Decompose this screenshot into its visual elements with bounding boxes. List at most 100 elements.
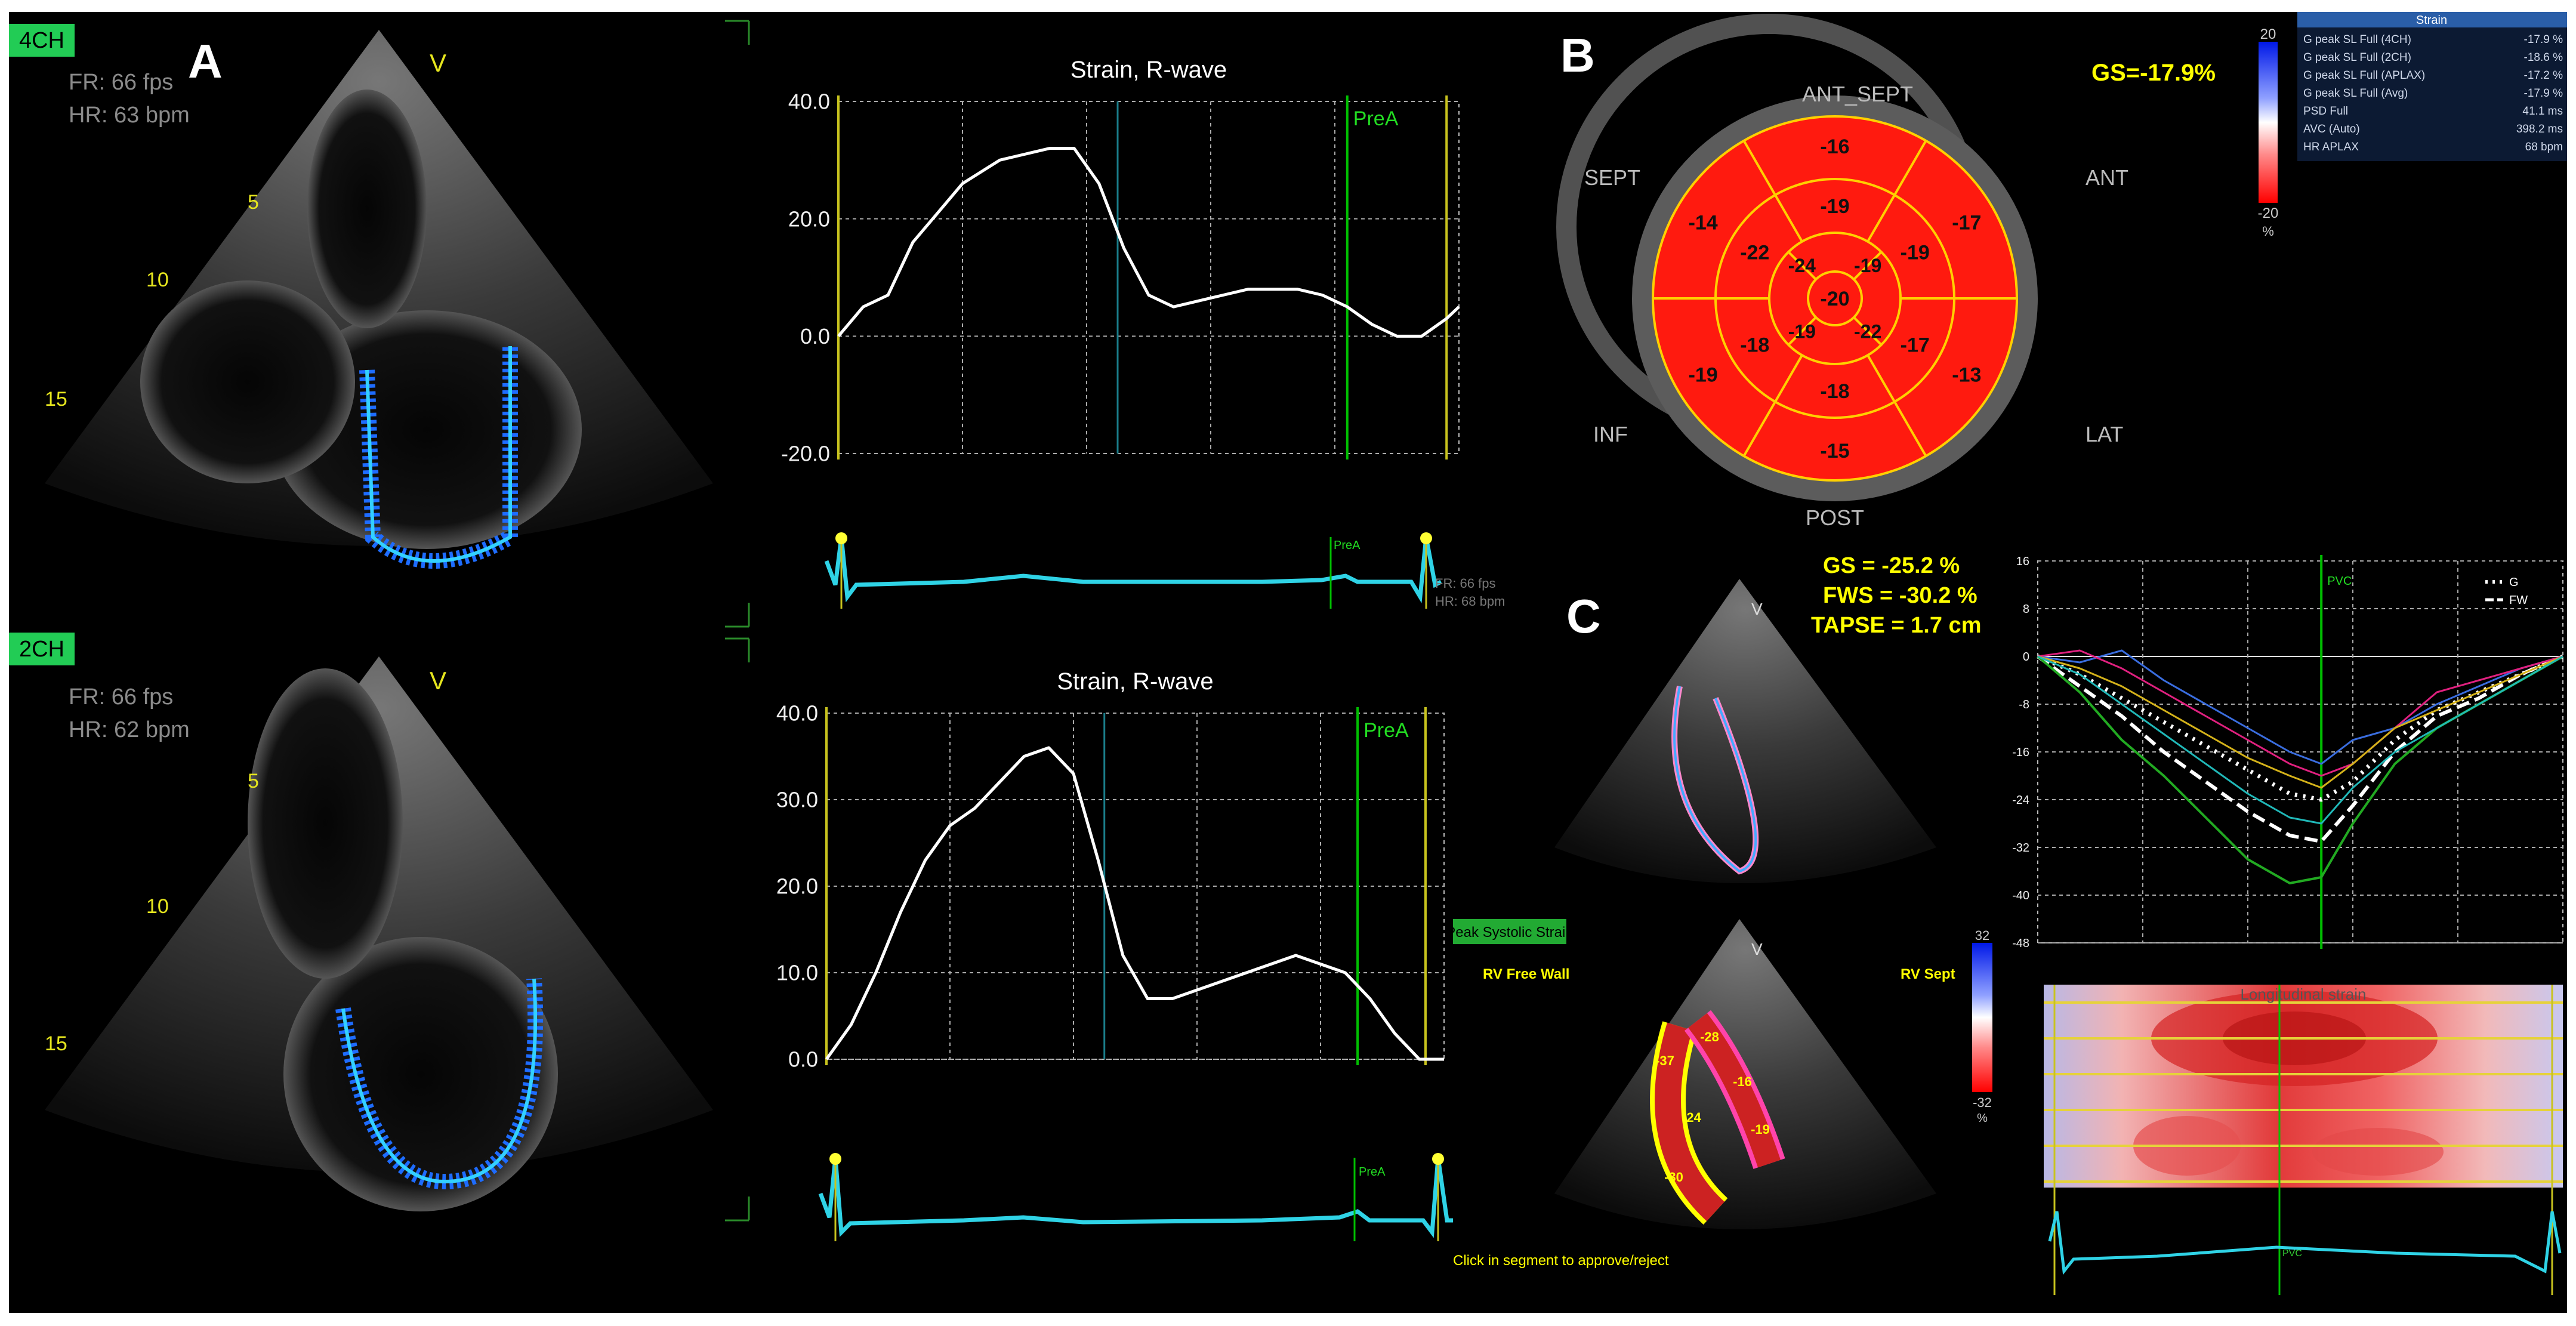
series-line-strain xyxy=(837,147,1460,338)
view-tag-4ch[interactable] xyxy=(9,24,75,57)
y-tick-label: 0.0 xyxy=(788,1047,818,1072)
strain-row-label: AVC (Auto) xyxy=(2303,123,2360,135)
dir-post: POST xyxy=(1806,505,1864,530)
rv-marker-top: V xyxy=(1751,600,1763,618)
bullseye-outer-value[interactable]: -17 xyxy=(1952,211,1981,234)
series-line-seg-cyan xyxy=(2037,655,2563,825)
y-tick-label: 0 xyxy=(2023,650,2029,664)
strain-chart-top: 40.0 20.0 0.0 -20.0 Strain, R-wave PreA xyxy=(781,57,1460,466)
bullseye-inner-value[interactable]: -19 xyxy=(1854,255,1881,276)
longitudinal-strain-heatmap xyxy=(2044,985,2563,1295)
colorbar-b xyxy=(2259,42,2278,203)
series-line-FW xyxy=(2037,655,2564,843)
colorbar-b-unit: % xyxy=(2262,224,2274,239)
legend-g: G xyxy=(2509,576,2519,589)
fr-4ch: FR: 66 fps xyxy=(69,70,173,95)
rv-segment-value[interactable]: -37 xyxy=(1655,1053,1674,1068)
strain-row-value: -18.6 % xyxy=(2524,51,2563,64)
bullseye-mid-value[interactable]: -18 xyxy=(1740,334,1769,356)
y-tick-label: 8 xyxy=(2023,603,2029,616)
fr-2ch: FR: 66 fps xyxy=(69,684,173,710)
bullseye-mid-value[interactable]: -22 xyxy=(1740,241,1769,264)
bullseye-outer-value[interactable]: -15 xyxy=(1820,440,1849,462)
bullseye-outer-value[interactable]: -14 xyxy=(1689,211,1718,234)
y-tick-label: 20.0 xyxy=(788,206,830,231)
chart-title: Strain, R-wave xyxy=(1070,57,1227,83)
depth-10-4ch: 10 xyxy=(146,269,169,291)
bullseye-outer-value[interactable]: -19 xyxy=(1689,363,1718,386)
y-tick-label: -48 xyxy=(2012,937,2029,950)
y-tick-label: 0.0 xyxy=(800,324,830,349)
echo-strain-display: 4CH FR: 66 fps HR: 63 bpm A V 5 10 15 2C… xyxy=(9,12,2567,1313)
bullseye-mid-value[interactable]: -19 xyxy=(1820,195,1849,218)
bullseye-mid-value[interactable]: -19 xyxy=(1901,241,1930,264)
bullseye-inner-value[interactable]: -24 xyxy=(1788,255,1816,276)
marker-v-4ch: V xyxy=(430,49,446,77)
legend-fw: FW xyxy=(2509,594,2528,607)
dir-ant-sept: ANT_SEPT xyxy=(1802,82,1913,106)
rv-marker-bottom: V xyxy=(1751,940,1763,958)
panel-letter-a: A xyxy=(188,35,223,88)
mini-fr: FR: 66 fps xyxy=(1435,576,1495,591)
rv-segment-value[interactable]: -28 xyxy=(1700,1029,1719,1044)
bullseye-apex-value[interactable]: -20 xyxy=(1820,288,1849,310)
bullseye-inner-value[interactable]: -19 xyxy=(1788,320,1816,342)
mini-hr: HR: 68 bpm xyxy=(1435,594,1505,609)
colorbar-c-min: -32 xyxy=(1973,1095,1992,1110)
marker-v-2ch: V xyxy=(430,667,446,695)
series-line-seg-blue xyxy=(2037,649,2563,765)
bullseye-outer-value[interactable]: -16 xyxy=(1820,135,1849,158)
echo-2ch-view xyxy=(45,656,713,1211)
strain-row-label: G peak SL Full (2CH) xyxy=(2303,51,2411,64)
bullseye-mid-value[interactable]: -17 xyxy=(1901,334,1930,356)
y-tick-label: 16 xyxy=(2016,555,2029,568)
strain-row-label: PSD Full xyxy=(2303,105,2348,118)
marker-label: PreA xyxy=(1353,107,1399,130)
segment-divider xyxy=(1867,140,1927,242)
strain-row-value: -17.2 % xyxy=(2524,69,2563,82)
bullseye-outer-value[interactable]: -13 xyxy=(1952,363,1981,386)
dir-inf: INF xyxy=(1593,422,1628,446)
strain-row-value: 68 bpm xyxy=(2525,141,2563,153)
depth-5-2ch: 5 xyxy=(248,770,259,792)
rv-segment-value[interactable]: -16 xyxy=(1733,1074,1752,1089)
segment-divider xyxy=(1853,316,1883,346)
rv-segment-value[interactable]: -24 xyxy=(1682,1110,1702,1125)
hr-2ch: HR: 62 bpm xyxy=(69,717,190,742)
approve-reject-hint[interactable]: Click in segment to approve/reject xyxy=(1453,1253,1669,1269)
gs-global-label: GS=-17.9% xyxy=(2091,60,2216,86)
ecg-strip-bottom xyxy=(818,1153,1453,1241)
segment-divider xyxy=(1853,251,1883,280)
strain-row-value: 41.1 ms xyxy=(2522,105,2563,118)
echo-4ch-view xyxy=(45,30,713,569)
dir-ant: ANT xyxy=(2086,165,2128,190)
dir-lat: LAT xyxy=(2086,422,2123,446)
strain-row-label: HR APLAX xyxy=(2303,141,2359,153)
rv-free-wall-label: RV Free Wall xyxy=(1483,966,1569,982)
y-tick-label: -32 xyxy=(2012,841,2029,855)
peak-systolic-strain-button[interactable] xyxy=(1453,919,1566,944)
y-tick-label: -8 xyxy=(2019,698,2029,711)
segment-divider xyxy=(1742,354,1803,457)
bullseye-mid-value[interactable]: -18 xyxy=(1820,380,1849,403)
rv-segment-value[interactable]: -19 xyxy=(1751,1122,1770,1137)
y-tick-label: -20.0 xyxy=(781,442,830,466)
view-tag-2ch[interactable] xyxy=(9,633,75,665)
series-line-seg-magenta xyxy=(2037,649,2563,777)
rv-echo-bottom xyxy=(1554,919,1936,1229)
svg-text:PreA: PreA xyxy=(1359,1165,1386,1179)
series-line-strain xyxy=(825,746,1444,1061)
y-tick-label: -24 xyxy=(2012,794,2029,807)
segment-divider xyxy=(1867,354,1927,457)
panel-letter-c: C xyxy=(1566,590,1601,643)
rv-segment-value[interactable]: -30 xyxy=(1664,1170,1683,1185)
colorbar-c-unit: % xyxy=(1977,1112,1988,1125)
depth-10-2ch: 10 xyxy=(146,895,169,918)
bullseye-inner-value[interactable]: -22 xyxy=(1854,320,1881,342)
segment-divider xyxy=(1742,140,1803,242)
strain-row-label: G peak SL Full (4CH) xyxy=(2303,33,2411,46)
y-tick-label: 10.0 xyxy=(776,961,818,985)
rv-gs: GS = -25.2 % xyxy=(1823,553,1960,578)
rv-fws: FWS = -30.2 % xyxy=(1823,583,1977,608)
rv-sept-label: RV Sept xyxy=(1901,966,1955,982)
